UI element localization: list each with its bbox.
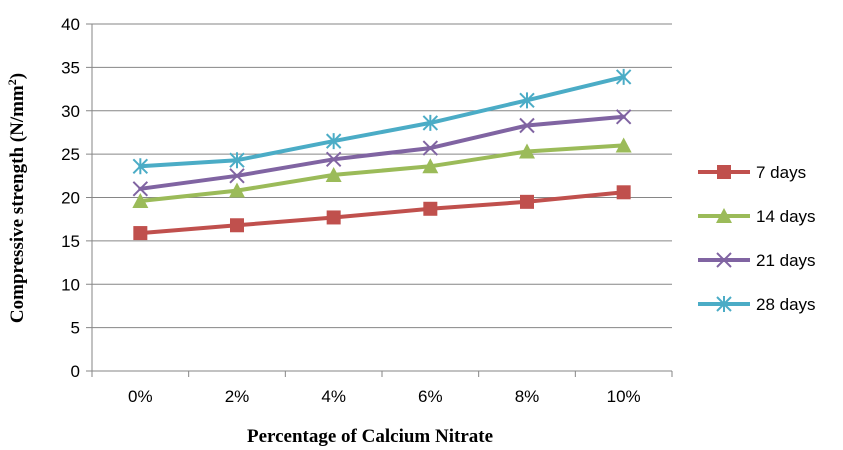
y-axis-title-superscript: 2 <box>5 79 19 85</box>
series-line <box>138 190 626 236</box>
marker-square <box>423 201 438 216</box>
legend: 7 days 14 days 21 days 28 days <box>698 163 816 314</box>
y-tick-label: 0 <box>71 362 80 381</box>
legend-label: 7 days <box>756 163 806 182</box>
series-line <box>138 74 626 169</box>
x-axis-title: Percentage of Calcium Nitrate <box>247 426 493 447</box>
axes <box>86 23 673 377</box>
marker-star <box>325 133 342 150</box>
marker-star <box>422 114 439 131</box>
marker-square <box>133 226 148 241</box>
y-tick-label: 25 <box>61 145 80 164</box>
marker-square <box>230 218 244 233</box>
marker-x <box>716 252 732 268</box>
series-group <box>132 68 632 241</box>
y-axis-title-main: Compressive strength (N/mm <box>7 85 28 323</box>
marker-x <box>422 140 439 156</box>
x-tick-label: 10% <box>607 387 641 406</box>
gridlines <box>92 23 672 329</box>
series-28-days <box>132 68 632 175</box>
marker-square <box>520 194 534 209</box>
y-tick-label: 10 <box>61 275 80 294</box>
legend-item: 14 days <box>698 207 816 226</box>
series-7-days <box>133 185 631 241</box>
series-21-days <box>132 109 632 197</box>
x-tick-label: 6% <box>418 387 443 406</box>
series-line <box>138 114 626 191</box>
y-tick-labels: 0 5 10 15 20 25 30 35 40 <box>61 15 80 381</box>
marker-square <box>616 185 631 200</box>
series-line <box>138 143 626 203</box>
marker-square <box>326 210 341 225</box>
x-tick-labels: 0% 2% 4% 6% 8% 10% <box>128 387 641 406</box>
legend-label: 14 days <box>756 207 816 226</box>
marker-x <box>519 117 535 134</box>
x-tick-label: 2% <box>225 387 250 406</box>
marker-triangle <box>422 158 439 174</box>
y-axis-title: Compressive strength (N/mm2) <box>5 73 28 323</box>
marker-star <box>229 152 245 169</box>
marker-triangle <box>519 143 535 159</box>
series-14-days <box>132 137 632 208</box>
marker-x <box>325 151 342 168</box>
x-tick-label: 0% <box>128 387 153 406</box>
marker-star <box>615 68 632 85</box>
x-tick-label: 8% <box>515 387 540 406</box>
legend-item: 7 days <box>698 163 806 182</box>
marker-x <box>132 181 149 197</box>
y-tick-label: 30 <box>61 102 80 121</box>
y-axis-title-end: ) <box>7 73 28 79</box>
marker-star <box>716 296 732 312</box>
legend-label: 21 days <box>756 251 816 270</box>
y-tick-label: 5 <box>71 319 80 338</box>
marker-star <box>519 92 535 109</box>
marker-x <box>615 109 632 125</box>
legend-label: 28 days <box>756 295 816 314</box>
marker-star <box>132 158 149 175</box>
marker-triangle <box>716 208 732 223</box>
x-tick-label: 4% <box>321 387 346 406</box>
marker-x <box>229 168 245 184</box>
marker-triangle <box>615 137 632 153</box>
marker-square <box>717 165 731 179</box>
legend-item: 28 days <box>698 295 816 314</box>
y-tick-label: 20 <box>61 189 80 208</box>
marker-triangle <box>325 166 342 182</box>
marker-triangle <box>229 182 245 198</box>
legend-item: 21 days <box>698 251 816 270</box>
y-tick-label: 35 <box>61 58 80 77</box>
y-tick-label: 15 <box>61 232 80 251</box>
marker-triangle <box>132 192 149 208</box>
y-tick-label: 40 <box>61 15 80 34</box>
